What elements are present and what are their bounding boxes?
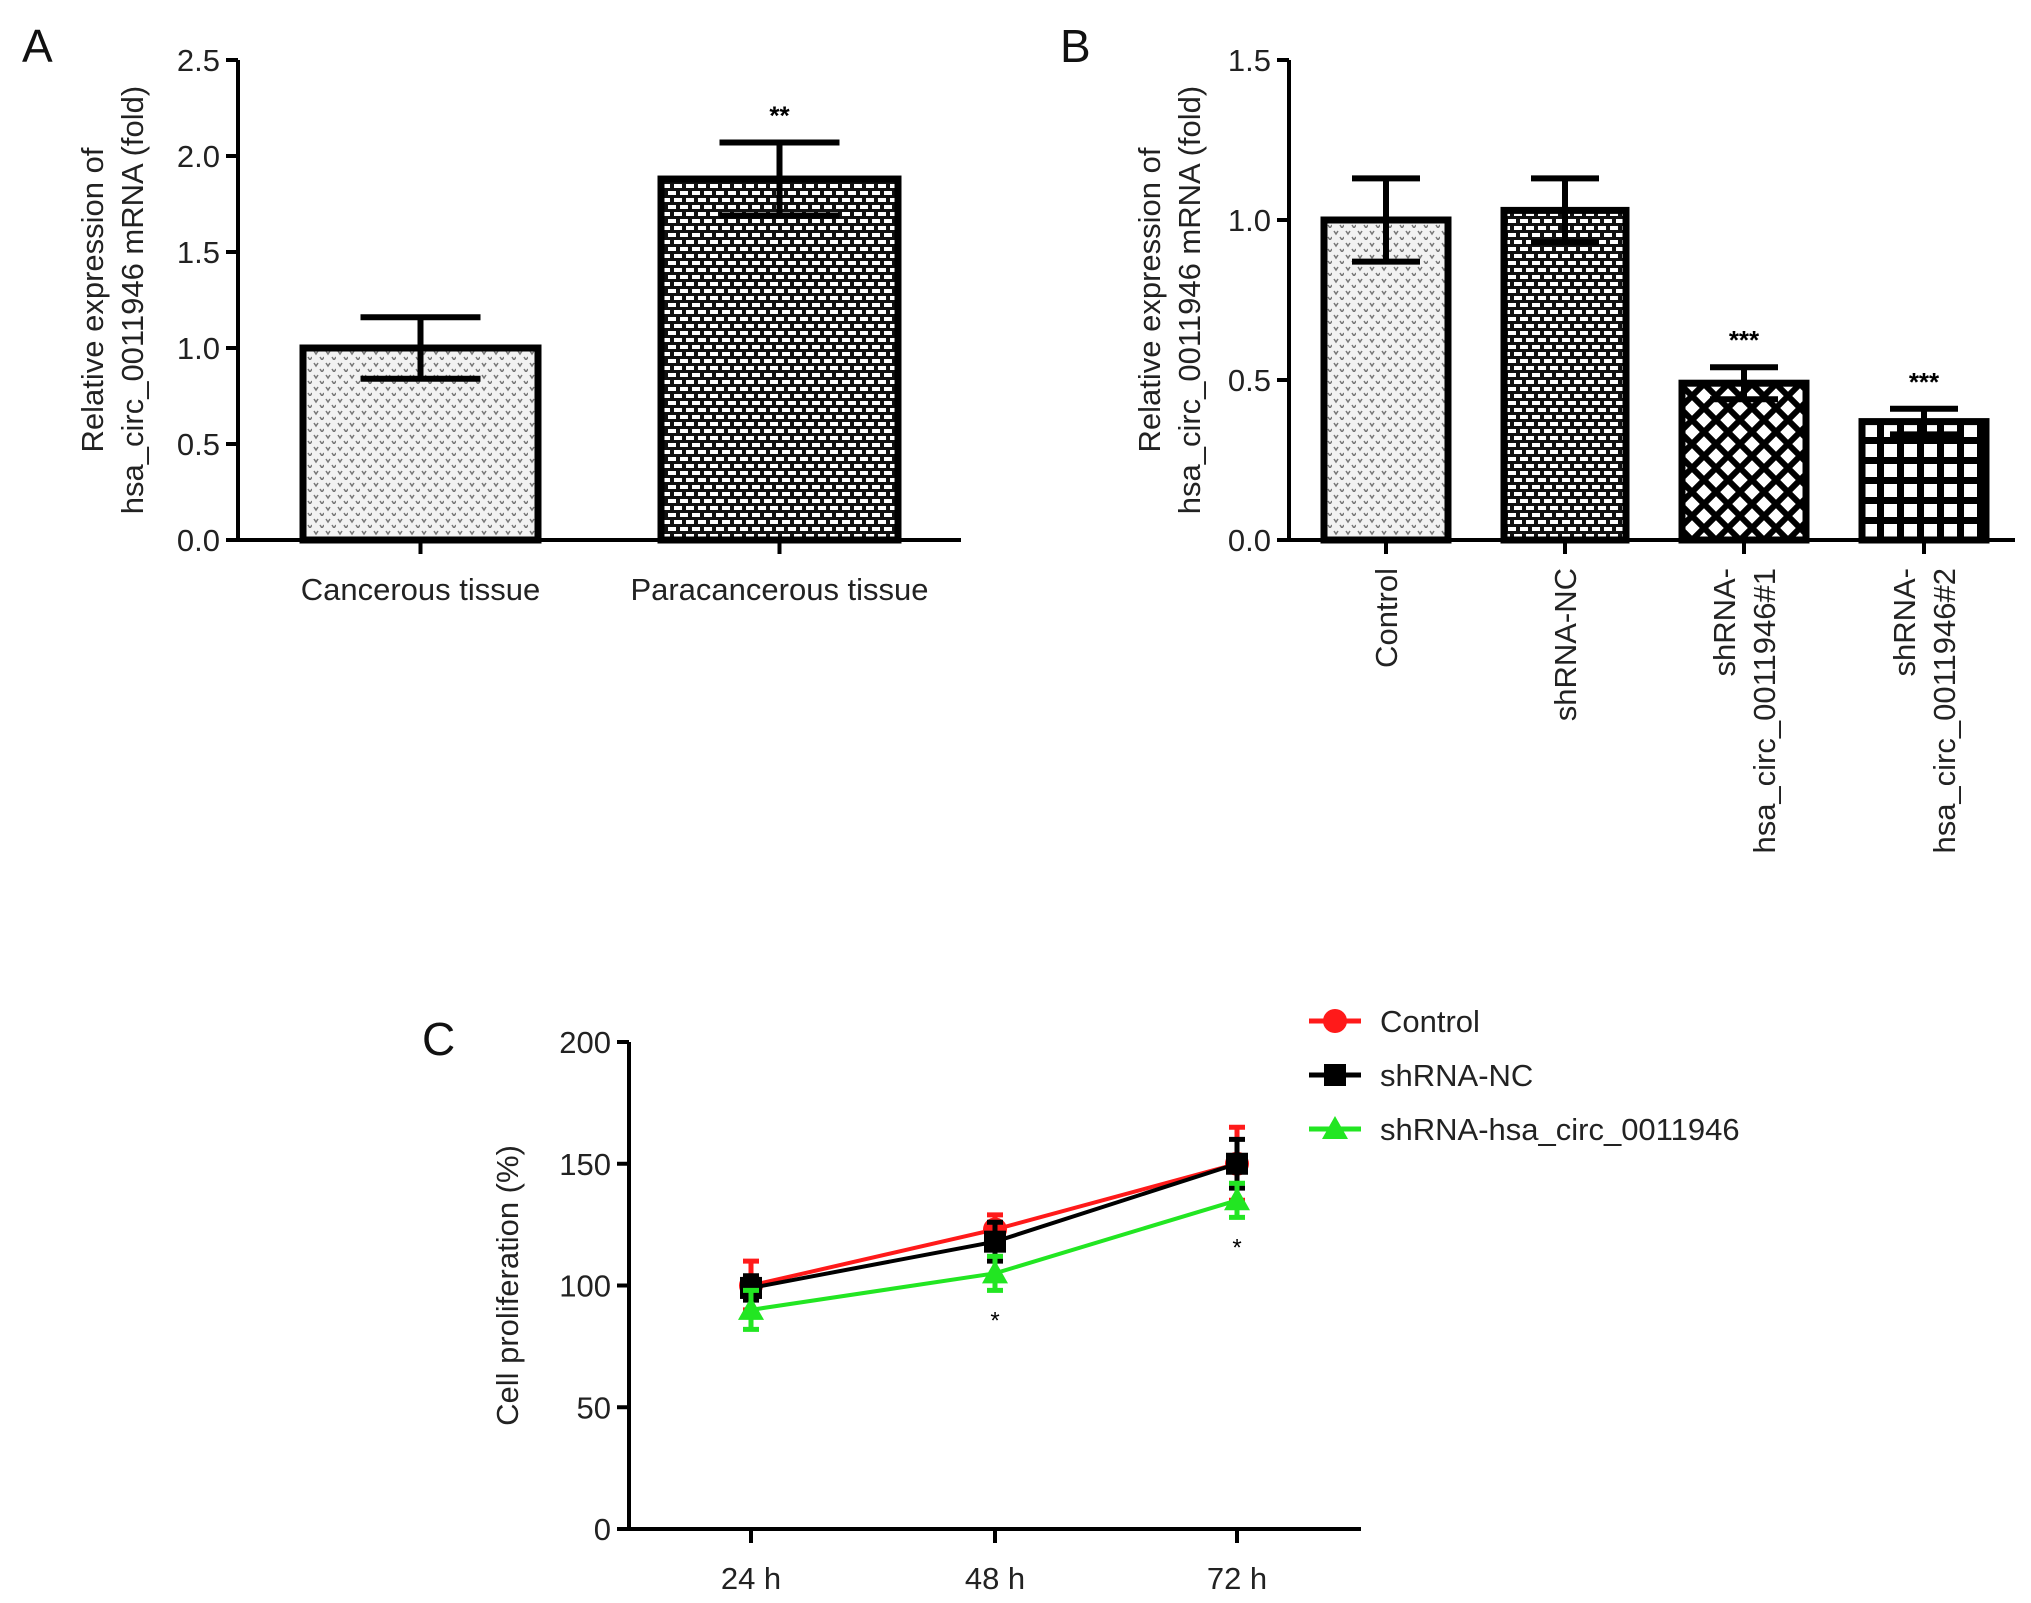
legend-item: shRNA-NC — [1309, 1058, 1533, 1093]
y-tick-label: 0.5 — [1228, 363, 1271, 398]
error-bar — [1890, 405, 1958, 438]
error-bar — [360, 314, 481, 382]
y-tick-label: 50 — [577, 1390, 611, 1425]
bar — [1678, 379, 1810, 544]
x-tick-label: shRNA-NC — [1548, 568, 1583, 721]
chart-c: Cell proliferation (%) 0 50 100 150 200 24 h 48… — [490, 1004, 1740, 1596]
x-tick-label: shRNA- — [1707, 568, 1742, 677]
x-tick-label: 24 h — [721, 1561, 781, 1596]
significance-label: * — [1232, 1234, 1241, 1261]
x-tick-label: Cancerous tissue — [301, 572, 541, 607]
x-tick-label: shRNA- — [1887, 568, 1922, 677]
legend-item: shRNA-hsa_circ_0011946 — [1309, 1112, 1740, 1147]
marker-square — [1324, 1064, 1346, 1086]
y-axis-label: hsa_circ_0011946 mRNA (fold) — [1172, 86, 1207, 514]
series-shrna-nc — [740, 1136, 1248, 1303]
y-tick-label: 200 — [559, 1025, 611, 1060]
legend-item: Control — [1309, 1004, 1480, 1039]
y-axis-label: Cell proliferation (%) — [490, 1145, 525, 1426]
x-tick-label: Paracancerous tissue — [630, 572, 928, 607]
legend: Control shRNA-NC shRNA-hsa_circ_0011946 — [1309, 1004, 1740, 1147]
chart-b: Relative expression of hsa_circ_0011946 m… — [1132, 43, 2015, 854]
y-tick-label: 1.0 — [177, 331, 220, 366]
significance-label: ** — [769, 101, 790, 131]
y-tick-label: 0.0 — [177, 523, 220, 558]
bar — [1858, 418, 1990, 544]
marker-triangle — [738, 1296, 764, 1320]
y-tick-label: 0 — [594, 1512, 611, 1547]
y-tick-label: 150 — [559, 1147, 611, 1182]
x-tick-label: hsa_circ_0011946#1 — [1747, 568, 1782, 854]
panel-label-a: A — [22, 20, 53, 72]
y-tick-label: 0.0 — [1228, 523, 1271, 558]
marker-square — [984, 1230, 1006, 1253]
marker-square — [1226, 1152, 1248, 1175]
error-bar — [719, 139, 840, 219]
y-tick-label: 2.5 — [177, 43, 220, 78]
x-tick-label: 48 h — [965, 1561, 1025, 1596]
y-tick-label: 1.0 — [1228, 203, 1271, 238]
marker-triangle — [1322, 1116, 1348, 1139]
chart-a: Relative expression of hsa_circ_0011946 m… — [75, 43, 961, 607]
bar — [1320, 216, 1452, 544]
y-tick-label: 0.5 — [177, 427, 220, 462]
x-tick-label: Control — [1369, 568, 1404, 668]
y-tick-label: 1.5 — [1228, 43, 1271, 78]
legend-label: shRNA-hsa_circ_0011946 — [1380, 1112, 1740, 1147]
significance-label: *** — [1729, 325, 1760, 355]
error-bar — [1710, 364, 1778, 403]
marker-triangle — [982, 1260, 1008, 1284]
y-axis-label: Relative expression of — [1132, 147, 1167, 452]
x-tick-label: 72 h — [1207, 1561, 1267, 1596]
panel-label-b: B — [1060, 20, 1091, 72]
y-tick-label: 100 — [559, 1269, 611, 1304]
legend-label: Control — [1380, 1004, 1480, 1039]
y-tick-label: 2.0 — [177, 139, 220, 174]
x-tick-label: hsa_circ_0011946#2 — [1927, 568, 1962, 854]
y-axis-label: hsa_circ_0011946 mRNA (fold) — [115, 86, 150, 514]
error-bar — [1352, 175, 1420, 265]
bar — [1500, 206, 1630, 544]
significance-label: *** — [1909, 367, 1940, 397]
legend-label: shRNA-NC — [1380, 1058, 1533, 1093]
series-shrna-hsa-circ-0011946 — [738, 1180, 1250, 1332]
marker-circle — [1323, 1009, 1347, 1033]
error-bar — [1531, 175, 1599, 246]
y-axis-label: Relative expression of — [75, 147, 110, 452]
y-tick-label: 1.5 — [177, 235, 220, 270]
significance-label: * — [990, 1307, 999, 1334]
bar — [657, 175, 902, 544]
panel-label-c: C — [422, 1013, 455, 1065]
marker-triangle — [1224, 1187, 1250, 1211]
